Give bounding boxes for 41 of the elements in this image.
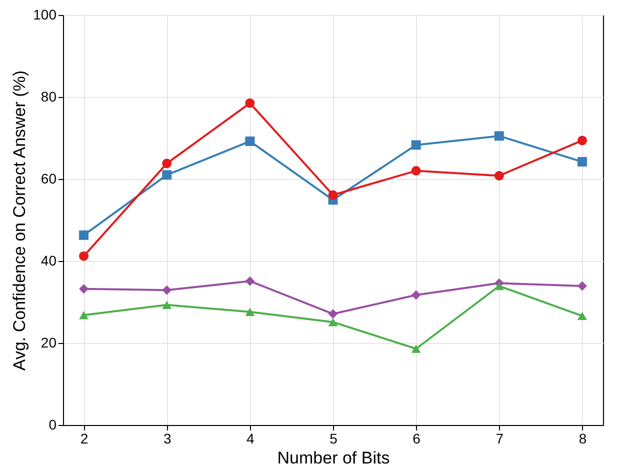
point <box>577 157 587 167</box>
point <box>245 308 255 316</box>
x-tick-label: 4 <box>246 430 255 446</box>
point <box>79 311 89 320</box>
y-tick-label: 80 <box>40 88 57 104</box>
y-axis-title: Avg. Confidence on Correct Answer (%) <box>10 70 30 371</box>
point <box>494 131 504 141</box>
point <box>162 285 172 295</box>
x-tick-label: 5 <box>330 430 338 446</box>
x-tick-label: 3 <box>163 430 172 446</box>
point <box>245 136 255 146</box>
x-tick-label: 6 <box>412 430 421 446</box>
point <box>79 230 89 240</box>
point <box>494 282 504 290</box>
point <box>79 251 89 261</box>
point <box>328 190 338 200</box>
point <box>411 344 421 353</box>
point <box>494 170 504 180</box>
point <box>245 276 255 286</box>
point <box>577 312 587 320</box>
y-tick-label: 100 <box>33 6 57 22</box>
y-tick-label: 20 <box>40 334 57 350</box>
point <box>162 158 172 168</box>
point <box>328 318 338 326</box>
point <box>577 136 587 146</box>
point <box>411 290 421 300</box>
point <box>79 284 89 294</box>
x-tick-label: 7 <box>496 430 504 446</box>
point <box>328 309 338 319</box>
x-tick-label: 2 <box>80 430 88 446</box>
point <box>577 281 587 291</box>
point <box>411 166 421 176</box>
y-tick-label: 40 <box>40 252 57 268</box>
point <box>162 300 172 309</box>
x-axis-title: Number of Bits <box>277 448 390 466</box>
point <box>245 98 255 108</box>
point <box>411 140 421 150</box>
y-tick-label: 60 <box>40 170 57 186</box>
y-tick-label: 0 <box>48 416 57 432</box>
x-tick-label: 8 <box>578 430 587 446</box>
point <box>162 170 172 180</box>
